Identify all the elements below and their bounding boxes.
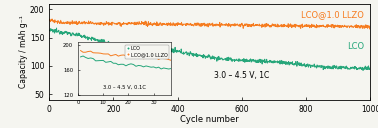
Y-axis label: Capacity / mAh g⁻¹: Capacity / mAh g⁻¹ (19, 15, 28, 88)
X-axis label: Cycle number: Cycle number (180, 115, 239, 124)
Text: 3.0 – 4.5 V, 1C: 3.0 – 4.5 V, 1C (214, 71, 270, 80)
Text: LCO: LCO (347, 42, 364, 51)
Text: LCO@1.0 LLZO: LCO@1.0 LLZO (301, 11, 364, 20)
